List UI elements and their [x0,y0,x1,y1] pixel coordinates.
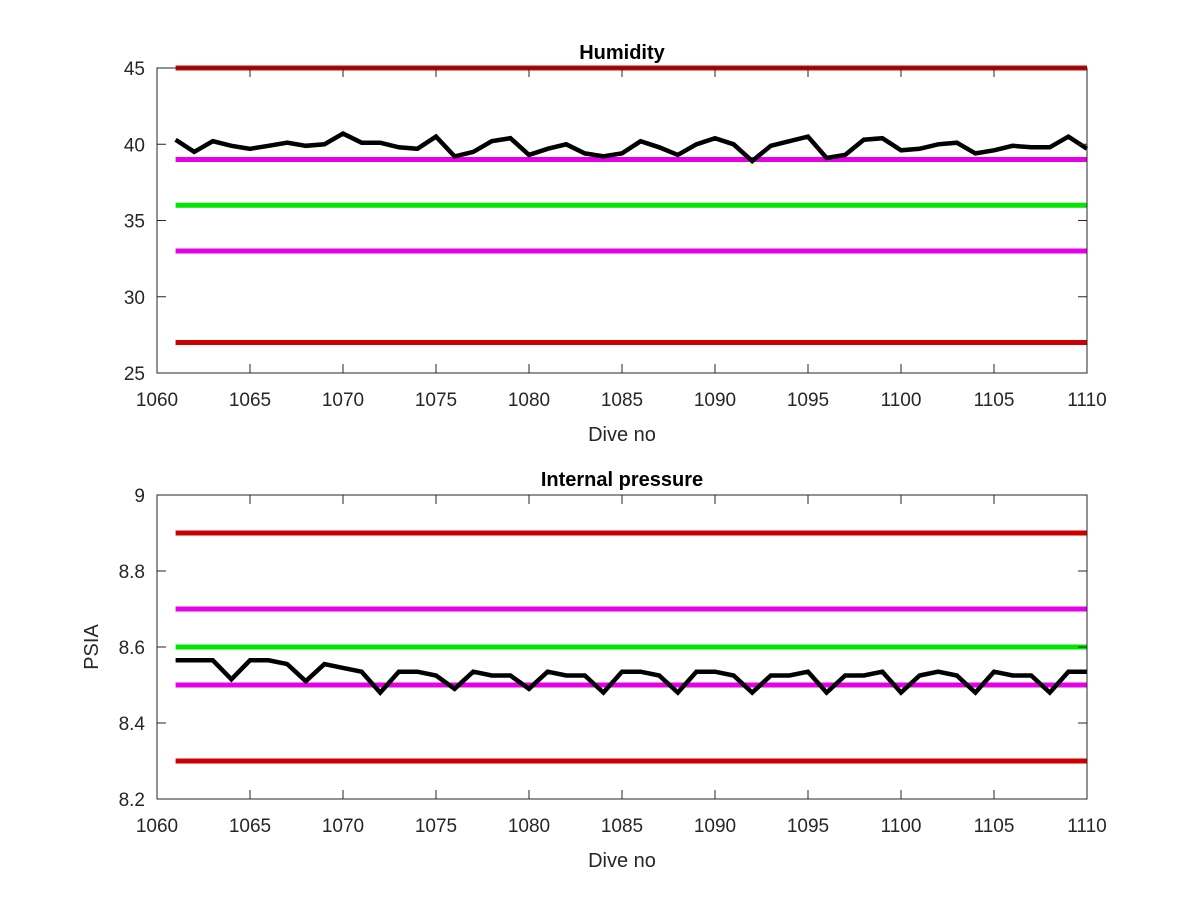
pressure-y-tick-label: 8.4 [119,714,146,735]
pressure-x-tick-label: 1100 [881,816,922,837]
humidity-xlabel: Dive no [588,424,656,446]
humidity-y-tick-label: 40 [124,135,145,156]
pressure-limit-lines [175,530,1087,764]
pressure-x-tick-label: 1095 [787,816,829,837]
pressure-x-tick-label: 1105 [974,816,1015,837]
pressure-x-tick-label: 1075 [415,816,457,837]
pressure-y-tick-label: 8.6 [119,638,145,659]
humidity-y-tick-label: 25 [124,364,145,385]
humidity-x-tick-label: 1095 [787,390,829,411]
pressure-x-tick-label: 1060 [136,816,178,837]
pressure-panel: 1060 1065 1070 1075 1080 1085 1090 1095 1100 1105… [81,469,1107,872]
humidity-y-tick-label: 45 [124,59,145,80]
humidity-x-tick-label: 1085 [601,390,643,411]
pressure-y-tick-label: 8.2 [119,790,145,811]
pressure-y-tick-label: 9 [134,486,145,507]
pressure-x-tick-label: 1065 [229,816,271,837]
humidity-x-tick-label: 1110 [1067,390,1106,411]
humidity-title: Humidity [579,42,665,64]
humidity-y-tick-label: 30 [124,288,145,309]
pressure-x-tick-label: 1085 [601,816,643,837]
pressure-x-tick-label: 1070 [322,816,364,837]
pressure-x-tick-label: 1080 [508,816,550,837]
humidity-y-tick-label: 35 [124,212,145,233]
pressure-ylabel: PSIA [81,624,103,670]
humidity-plot-area [157,68,1087,373]
pressure-title: Internal pressure [541,469,703,491]
humidity-x-tick-label: 1105 [974,390,1015,411]
humidity-x-tick-label: 1080 [508,390,550,411]
humidity-x-tick-label: 1090 [694,390,736,411]
humidity-x-tick-label: 1060 [136,390,178,411]
humidity-panel: 1060 1065 1070 1075 1080 1085 1090 1095 1100 1105… [124,42,1107,446]
pressure-x-tick-label: 1110 [1067,816,1106,837]
pressure-series-line [175,658,1087,696]
pressure-x-tick-label: 1090 [694,816,736,837]
humidity-x-tick-label: 1075 [415,390,457,411]
pressure-y-tick-label: 8.8 [119,562,145,583]
humidity-series-line [174,131,1089,164]
humidity-x-tick-label: 1070 [322,390,364,411]
pressure-xlabel: Dive no [588,850,656,872]
humidity-x-tick-label: 1065 [229,390,271,411]
humidity-x-tick-label: 1100 [881,390,922,411]
